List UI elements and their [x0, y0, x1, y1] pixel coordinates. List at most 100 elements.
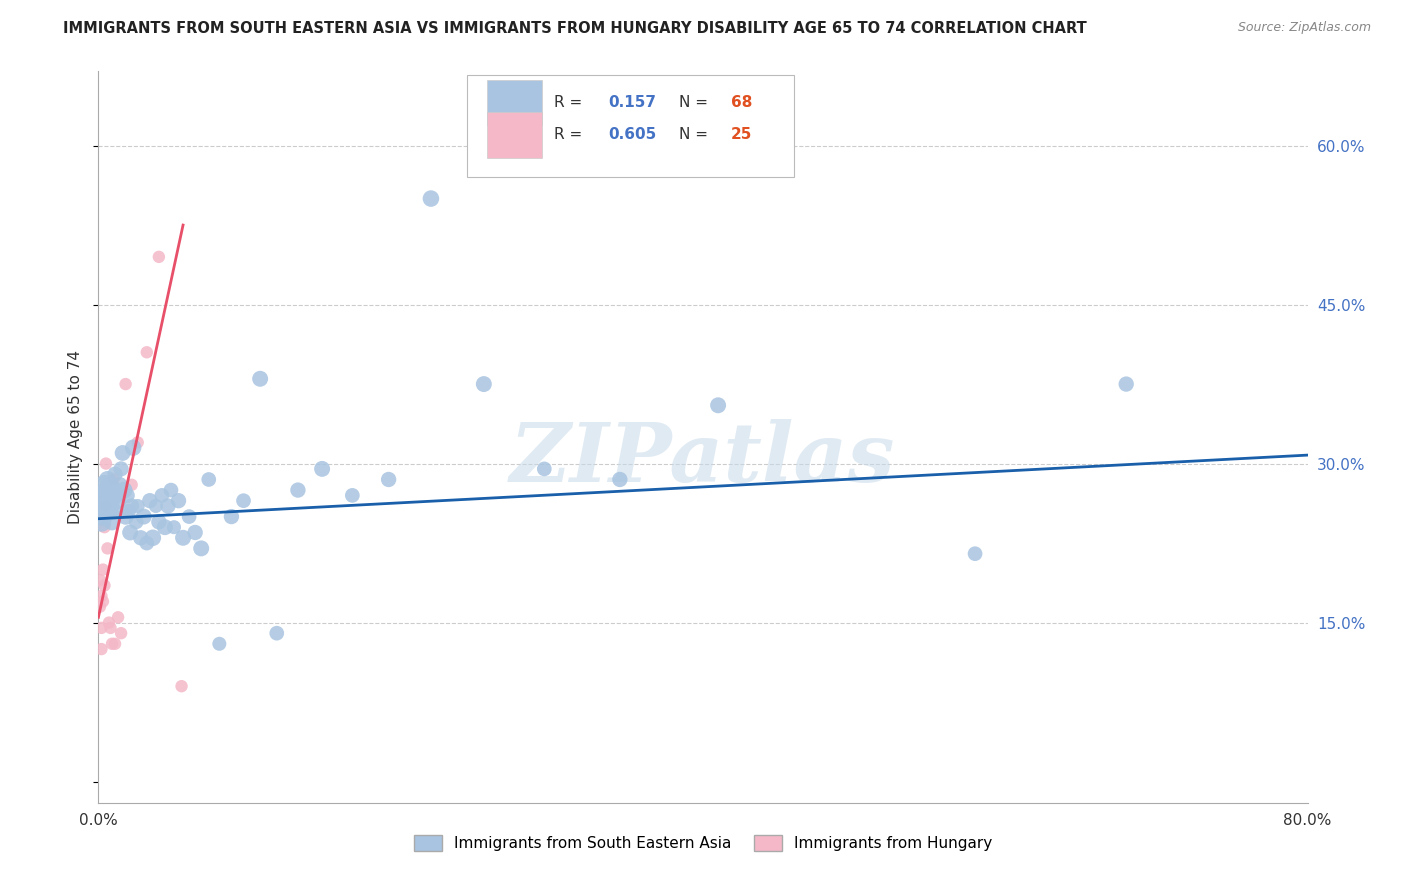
Point [221, 509, 243, 524]
Point [153, 520, 176, 534]
Point [96, 493, 118, 508]
Point [172, 531, 194, 545]
Text: N =: N = [679, 95, 713, 111]
Point [190, 541, 212, 556]
Point [110, 626, 132, 640]
Point [148, 250, 170, 264]
Point [129, 531, 152, 545]
Point [105, 488, 128, 502]
FancyBboxPatch shape [467, 75, 793, 178]
Point [101, 637, 124, 651]
Text: N =: N = [679, 128, 713, 143]
Point [115, 488, 138, 502]
Point [139, 493, 162, 508]
Point [98, 488, 121, 502]
Point [135, 345, 157, 359]
FancyBboxPatch shape [486, 80, 543, 126]
Point [91, 509, 114, 524]
Point [89, 599, 111, 614]
Point [311, 462, 333, 476]
Point [90, 493, 112, 508]
Point [103, 473, 125, 487]
Point [89, 573, 111, 587]
Text: R =: R = [554, 128, 588, 143]
Point [287, 483, 309, 497]
Point [127, 435, 149, 450]
Point [91, 563, 114, 577]
Y-axis label: Disability Age 65 to 74: Disability Age 65 to 74 [67, 350, 83, 524]
Legend: Immigrants from South Eastern Asia, Immigrants from Hungary: Immigrants from South Eastern Asia, Immi… [408, 830, 998, 857]
Point [1115, 377, 1137, 392]
Point [100, 477, 122, 491]
Point [150, 488, 173, 502]
Point [90, 515, 112, 529]
Point [89, 504, 111, 518]
Point [148, 515, 170, 529]
Point [112, 483, 135, 497]
Point [90, 621, 112, 635]
Point [342, 488, 364, 502]
Point [101, 493, 124, 508]
Point [104, 637, 127, 651]
Point [208, 637, 231, 651]
Point [121, 499, 143, 513]
Point [114, 509, 136, 524]
Point [377, 473, 399, 487]
Point [114, 377, 136, 392]
Point [96, 473, 118, 487]
Point [100, 621, 122, 635]
Point [98, 504, 121, 518]
Point [108, 477, 131, 491]
Point [96, 541, 118, 556]
Point [142, 531, 165, 545]
Point [90, 642, 112, 657]
Point [94, 457, 117, 471]
Point [111, 446, 134, 460]
Text: 68: 68 [731, 95, 752, 111]
Point [167, 493, 190, 508]
Text: Source: ZipAtlas.com: Source: ZipAtlas.com [1237, 21, 1371, 34]
Point [110, 462, 132, 476]
Point [160, 483, 183, 497]
Point [103, 483, 125, 497]
Point [103, 504, 125, 518]
Text: 25: 25 [731, 128, 752, 143]
Point [93, 520, 115, 534]
Point [707, 398, 730, 412]
Point [94, 483, 117, 497]
Point [107, 610, 129, 624]
Point [120, 525, 142, 540]
Point [420, 192, 443, 206]
Point [170, 679, 193, 693]
Point [472, 377, 495, 392]
Point [93, 499, 115, 513]
Point [125, 515, 148, 529]
Point [107, 493, 129, 508]
Point [93, 477, 115, 491]
Text: 0.605: 0.605 [609, 128, 657, 143]
Point [94, 504, 117, 518]
Point [184, 525, 207, 540]
Point [101, 515, 124, 529]
Point [94, 499, 117, 513]
Point [90, 589, 112, 603]
FancyBboxPatch shape [486, 112, 543, 158]
Point [91, 488, 114, 502]
Text: ZIPatlas: ZIPatlas [510, 419, 896, 499]
Point [197, 473, 219, 487]
Point [266, 626, 288, 640]
Text: IMMIGRANTS FROM SOUTH EASTERN ASIA VS IMMIGRANTS FROM HUNGARY DISABILITY AGE 65 : IMMIGRANTS FROM SOUTH EASTERN ASIA VS IM… [63, 21, 1087, 36]
Point [91, 594, 114, 608]
Text: R =: R = [554, 95, 588, 111]
Point [104, 467, 127, 482]
Point [232, 493, 254, 508]
Point [100, 499, 122, 513]
Point [609, 473, 631, 487]
Point [249, 372, 271, 386]
Point [533, 462, 555, 476]
Point [93, 578, 115, 592]
Point [156, 499, 179, 513]
Point [121, 477, 143, 491]
Point [132, 509, 155, 524]
Point [179, 509, 201, 524]
